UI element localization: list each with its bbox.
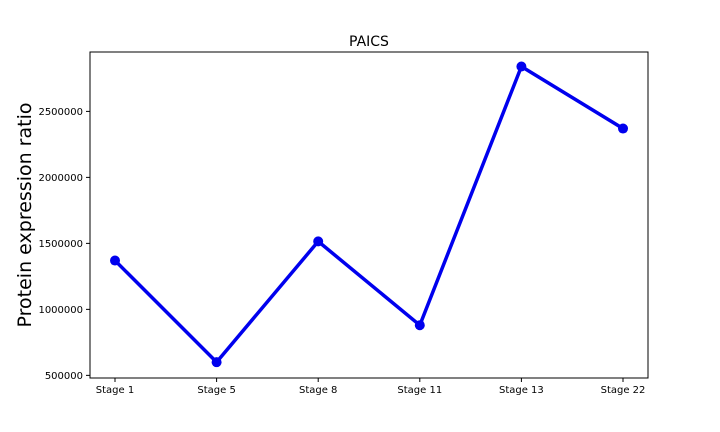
series-line: [113, 64, 624, 364]
data-point-stage-8: [313, 236, 324, 247]
series-layer: [110, 61, 628, 368]
x-tick-label: Stage 1: [96, 385, 134, 396]
y-tick-label: 1500000: [38, 239, 83, 250]
x-axis: Stage 1 Stage 5 Stage 8 Stage 11 Stage 13 Sta…: [96, 378, 646, 396]
y-tick-label: 2000000: [38, 173, 83, 184]
y-tick-label: 1000000: [38, 305, 83, 316]
x-tick-label: Stage 5: [197, 385, 235, 396]
chart-title: PAICS: [349, 34, 389, 50]
x-tick-label: Stage 22: [601, 385, 646, 396]
x-tick-label: Stage 11: [397, 385, 442, 396]
x-tick-label: Stage 13: [499, 385, 544, 396]
y-axis: 500000 1000000 1500000 2000000 2500000: [38, 107, 90, 382]
y-tick-label: 500000: [45, 371, 83, 382]
plot-area-frame: [89, 51, 649, 379]
data-point-stage-1: [110, 255, 120, 266]
x-tick-label: Stage 8: [299, 385, 337, 396]
data-point-stage-13: [516, 61, 527, 72]
y-tick-label: 2500000: [38, 107, 83, 118]
data-point-stage-22: [618, 123, 628, 134]
y-axis-label: Protein expression ratio: [14, 103, 36, 328]
data-point-stage-11: [414, 320, 425, 331]
data-point-stage-5: [211, 357, 222, 368]
